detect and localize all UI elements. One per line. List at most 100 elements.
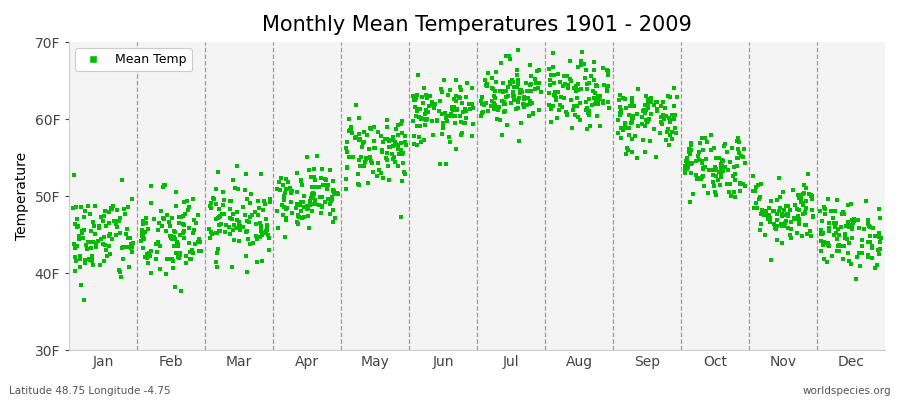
Point [106,203,121,210]
Point [176,228,191,234]
Point [157,181,171,188]
Point [203,203,218,209]
Point [136,245,150,252]
Point [574,86,589,92]
Point [592,96,607,102]
Point [488,88,502,94]
Point [493,116,508,123]
Point [814,227,829,233]
Point [210,201,224,208]
Point [371,129,385,135]
Point [210,230,224,236]
Point [75,228,89,234]
Point [398,139,412,145]
Point [328,215,342,221]
Point [300,206,314,212]
Point [821,196,835,202]
Point [715,168,729,174]
Point [824,207,838,214]
Point [861,222,876,229]
Point [464,133,479,139]
Point [94,236,108,242]
Point [393,140,408,146]
Point [173,232,187,238]
Point [489,69,503,76]
Point [176,235,191,241]
Point [716,167,731,174]
Point [72,233,86,240]
Point [792,206,806,213]
Point [204,205,219,211]
Point [69,204,84,210]
Point [528,80,543,86]
Point [217,211,231,217]
Point [488,95,502,102]
Point [580,80,595,87]
Point [420,95,435,102]
Point [708,192,723,198]
Point [384,150,399,157]
Point [165,236,179,242]
Point [863,224,878,230]
Point [492,104,507,110]
Point [125,196,140,202]
Point [737,146,751,152]
Point [137,236,151,242]
Point [832,248,846,254]
Point [504,100,518,106]
Point [713,182,727,188]
Point [238,212,252,218]
Point [166,234,181,240]
Point [320,196,335,202]
Point [96,213,111,219]
Point [657,105,671,111]
Point [86,261,100,268]
Point [626,98,640,105]
Point [557,73,572,79]
Point [492,88,507,94]
Point [172,214,186,220]
Point [514,87,528,94]
Point [804,232,818,239]
Point [708,166,723,173]
Point [564,124,579,131]
Point [325,194,339,200]
Point [542,66,556,72]
Point [309,184,323,190]
Point [210,250,224,256]
Point [758,208,772,214]
Point [573,100,588,106]
Point [448,120,463,126]
Point [845,224,859,230]
Point [479,82,493,88]
Point [636,136,651,143]
Point [112,230,127,236]
Point [388,159,402,165]
Point [853,263,868,270]
Point [707,189,722,195]
Point [322,201,337,208]
Point [386,137,400,144]
Point [441,92,455,98]
Point [477,102,491,108]
Point [860,219,875,225]
Point [97,258,112,265]
Point [186,217,201,223]
Point [617,123,632,130]
Point [113,274,128,280]
Point [418,116,433,123]
Point [614,125,628,131]
Point [523,62,537,68]
Point [573,62,588,68]
Point [551,71,565,77]
Point [102,208,116,215]
Point [649,98,663,105]
Point [560,110,574,117]
Point [70,216,85,222]
Point [305,184,320,190]
Point [352,115,366,121]
Point [572,64,586,70]
Point [194,248,209,254]
Point [613,110,627,116]
Point [508,96,522,103]
